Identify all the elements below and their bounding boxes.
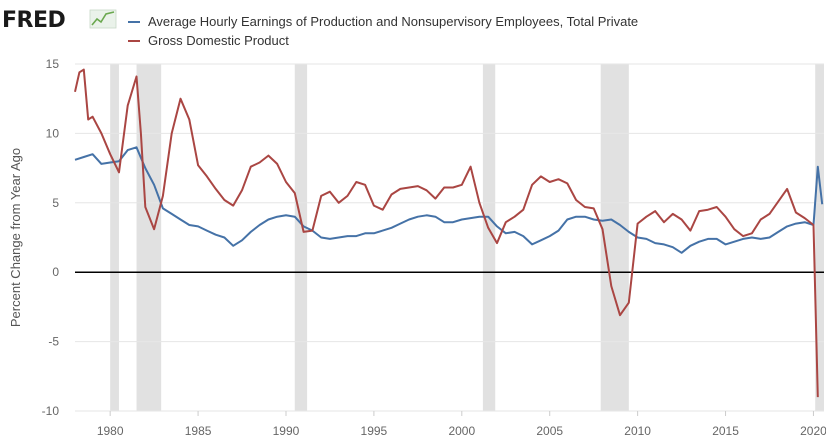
legend-swatch-gdp — [128, 39, 140, 42]
x-tick-label: 1990 — [273, 424, 300, 438]
x-tick-label: 2000 — [448, 424, 475, 438]
y-tick-label: 10 — [46, 126, 60, 140]
legend-label-earnings: Average Hourly Earnings of Production an… — [148, 14, 639, 29]
y-tick-label: -5 — [48, 335, 59, 349]
recession-bands — [110, 64, 824, 411]
chart-line-icon — [89, 9, 117, 29]
recession-band-2 — [294, 64, 308, 411]
series-line-gdp — [74, 68, 819, 398]
recession-band-4 — [600, 64, 629, 411]
grid-lines — [75, 63, 824, 412]
series-line-earnings — [74, 146, 824, 254]
y-axis-title: Percent Change from Year Ago — [8, 148, 23, 327]
recession-band-5 — [815, 64, 824, 411]
x-tick-label: 1995 — [361, 424, 388, 438]
x-tick-label: 1985 — [185, 424, 212, 438]
fred-logo: FRED — [2, 8, 117, 33]
x-tick-label: 2020 — [800, 424, 826, 438]
y-tick-label: 5 — [52, 196, 59, 210]
legend-item-gdp[interactable]: Gross Domestic Product — [128, 31, 638, 50]
series-lines — [74, 68, 824, 398]
y-tick-label: 0 — [52, 265, 59, 279]
y-tick-label: -10 — [42, 404, 60, 418]
legend-swatch-earnings — [128, 20, 140, 23]
legend-label-gdp: Gross Domestic Product — [148, 33, 289, 48]
recession-band-3 — [482, 64, 496, 411]
fred-logo-text: FRED — [2, 8, 65, 33]
x-axis-ticks: 1980 1985 1990 1995 2000 2005 2010 2015 2020 — [97, 411, 826, 438]
legend-item-earnings[interactable]: Average Hourly Earnings of Production an… — [128, 12, 638, 31]
x-tick-label: 1980 — [97, 424, 124, 438]
chart-legend: Average Hourly Earnings of Production an… — [128, 12, 638, 50]
recession-band-0 — [110, 64, 119, 411]
x-tick-label: 2010 — [624, 424, 651, 438]
x-tick-label: 2005 — [536, 424, 563, 438]
x-tick-label: 2015 — [712, 424, 739, 438]
y-axis-ticks: 15 10 5 0 -5 -10 — [42, 57, 60, 418]
y-tick-label: 15 — [46, 57, 60, 71]
